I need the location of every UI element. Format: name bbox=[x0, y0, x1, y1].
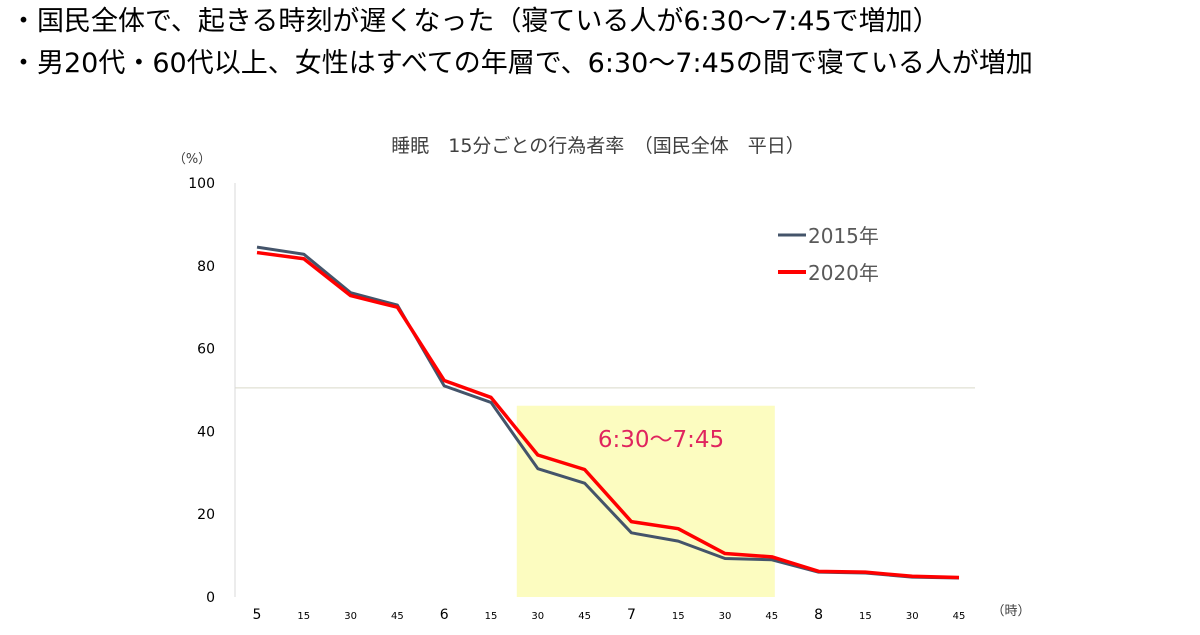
bullet-1: ・国民全体で、起きる時刻が遅くなった（寝ている人が6:30〜7:45で増加） bbox=[10, 6, 940, 37]
legend-label-1: 2015年 bbox=[808, 224, 879, 248]
y-tick-label: 80 bbox=[197, 259, 215, 275]
bullet-2: ・男20代・60代以上、女性はすべての年層で、6:30〜7:45の間で寝ている人… bbox=[10, 48, 1033, 79]
y-tick-label: 0 bbox=[206, 590, 215, 606]
x-tick-label: 30 bbox=[719, 611, 732, 622]
x-tick-label: 30 bbox=[906, 611, 919, 622]
y-axis-unit: （%） bbox=[173, 152, 211, 167]
x-tick-label: 15 bbox=[485, 611, 498, 622]
y-tick-label: 100 bbox=[188, 176, 215, 192]
x-tick-label: 30 bbox=[531, 611, 544, 622]
x-tick-label: 15 bbox=[672, 611, 685, 622]
x-tick-label: 5 bbox=[253, 607, 262, 623]
x-tick-label: 6 bbox=[440, 607, 449, 623]
y-tick-label: 60 bbox=[197, 342, 215, 358]
x-tick-label: 8 bbox=[814, 607, 823, 623]
summary-bullets: ・国民全体で、起きる時刻が遅くなった（寝ている人が6:30〜7:45で増加） ・… bbox=[10, 0, 1195, 84]
highlight-band bbox=[516, 405, 775, 597]
x-tick-label: 45 bbox=[765, 611, 778, 622]
x-tick-label: 45 bbox=[391, 611, 404, 622]
x-tick-label: 45 bbox=[953, 611, 966, 622]
x-tick-label: 7 bbox=[627, 607, 636, 623]
highlight-label: 6:30〜7:45 bbox=[598, 427, 724, 453]
x-tick-label: 15 bbox=[297, 611, 310, 622]
x-tick-label: 30 bbox=[344, 611, 357, 622]
x-axis-unit: （時） bbox=[991, 604, 1030, 619]
series-line-2 bbox=[256, 250, 960, 580]
x-tick-label: 45 bbox=[578, 611, 591, 622]
y-tick-label: 40 bbox=[197, 424, 215, 440]
y-tick-label: 20 bbox=[197, 507, 215, 523]
x-tick-label: 15 bbox=[859, 611, 872, 622]
legend-label-2: 2020年 bbox=[808, 261, 879, 285]
chart-title: 睡眠 15分ごとの行為者率 （国民全体 平日） bbox=[391, 135, 805, 157]
